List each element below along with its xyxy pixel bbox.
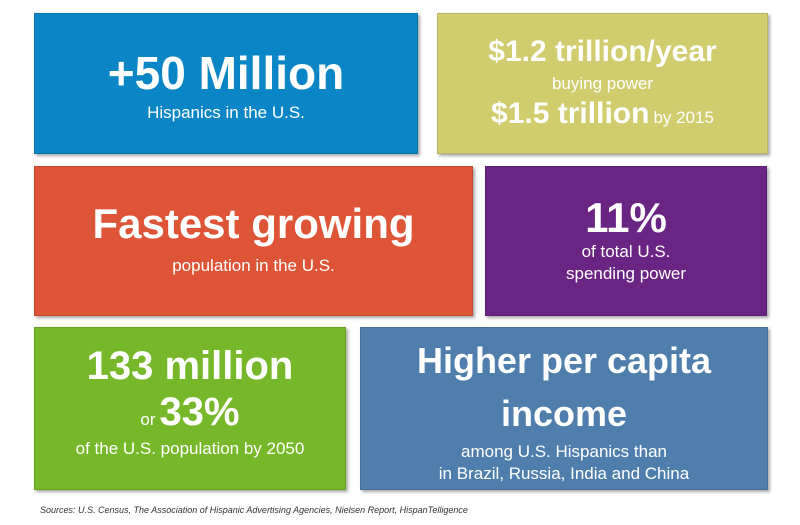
projection-or-label: or	[140, 410, 156, 429]
projection-percent: 33%	[159, 390, 240, 434]
buying-power-caption: buying power	[551, 74, 654, 93]
hispanics-headline: +50 Million	[107, 47, 345, 99]
spending-power-caption-line2: spending power	[565, 264, 687, 284]
buying-power-tile: $1.2 trillion/year buying power $1.5 tri…	[437, 13, 768, 154]
buying-power-suffix: by 2015	[653, 108, 714, 128]
projection-caption: of the U.S. population by 2050	[75, 439, 305, 458]
income-headline-line1: Higher per capita	[416, 340, 712, 381]
income-caption-line2: in Brazil, Russia, India and China	[438, 463, 690, 483]
income-tile: Higher per capita income among U.S. Hisp…	[360, 327, 768, 490]
projection-percent-line: or 33%	[35, 392, 345, 432]
sources-footnote: Sources: U.S. Census, The Association of…	[40, 505, 468, 515]
spending-power-caption-line1: of total U.S.	[581, 242, 671, 261]
fastest-growing-caption: population in the U.S.	[172, 256, 335, 275]
fastest-growing-headline: Fastest growing	[92, 200, 415, 247]
spending-power-tile: 11% of total U.S. spending power	[485, 166, 767, 316]
buying-power-headline: $1.2 trillion/year	[488, 35, 717, 68]
spending-power-headline: 11%	[585, 194, 667, 241]
income-headline-line2: income	[500, 393, 628, 435]
buying-power-2015-line: $1.5 trillion by 2015	[438, 99, 767, 129]
income-caption-line1: among U.S. Hispanics than	[461, 441, 667, 461]
projection-tile: 133 million or 33% of the U.S. population…	[34, 327, 346, 490]
fastest-growing-tile: Fastest growing population in the U.S.	[34, 166, 473, 316]
hispanics-tile: +50 Million Hispanics in the U.S.	[34, 13, 418, 154]
projection-headline: 133 million	[86, 344, 294, 388]
buying-power-headline-2015: $1.5 trillion	[491, 97, 650, 131]
hispanics-caption: Hispanics in the U.S.	[147, 103, 305, 122]
